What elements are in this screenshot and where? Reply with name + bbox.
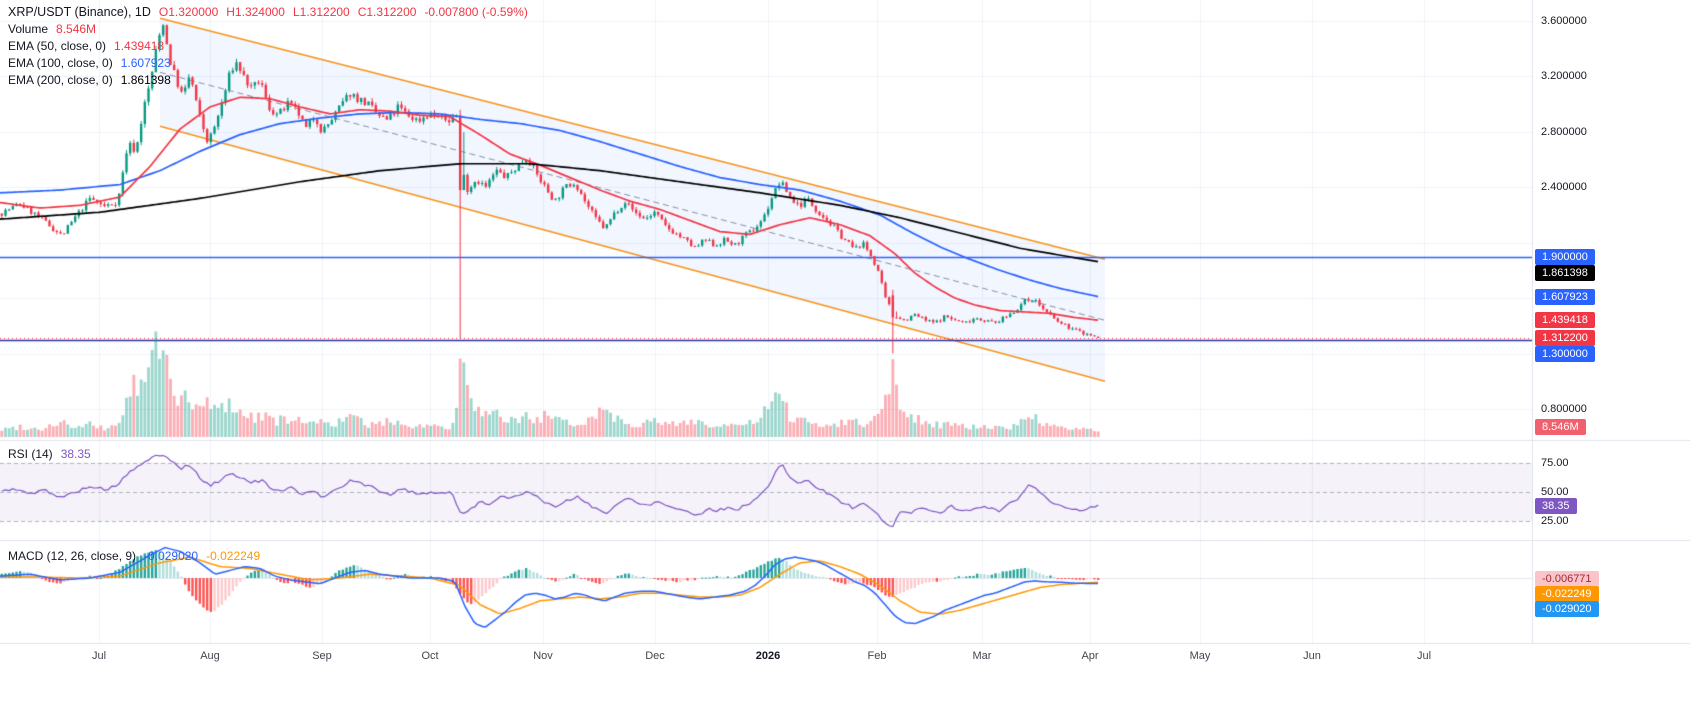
price-badge: 1.900000 bbox=[1535, 248, 1595, 265]
time-label-year: 2026 bbox=[755, 650, 781, 662]
rsi-axis-label: 50.00 bbox=[1541, 486, 1569, 498]
rsi-axis-label: 75.00 bbox=[1541, 456, 1569, 469]
ohlc-change: -0.007800 (-0.59%) bbox=[424, 5, 528, 19]
price-badge: 1.607923 bbox=[1535, 289, 1595, 305]
symbol-title[interactable]: XRP/USDT (Binance), 1D bbox=[8, 5, 151, 19]
rsi-value: 38.35 bbox=[60, 447, 91, 461]
time-label-month: Aug bbox=[200, 650, 220, 662]
rsi-axis-label: 25.00 bbox=[1541, 515, 1569, 528]
main-legend: XRP/USDT (Binance), 1D O1.320000 H1.3240… bbox=[8, 5, 528, 90]
macd-badge: -0.006771 bbox=[1535, 571, 1599, 588]
macd-signal-value: -0.022249 bbox=[206, 549, 261, 563]
ema50-indicator-label[interactable]: EMA (50, close, 0) bbox=[8, 39, 107, 53]
ohlc-low: L1.312200 bbox=[292, 5, 350, 19]
time-label-month: Mar bbox=[972, 650, 992, 662]
time-label-month: May bbox=[1189, 650, 1211, 662]
time-axis[interactable]: Jul Aug Sep Oct Nov Dec 2026 Feb Mar Apr May Jun Jul bbox=[0, 643, 1690, 671]
price-axis-label: 0.800000 bbox=[1541, 402, 1587, 415]
ohlc-high: H1.324000 bbox=[226, 5, 285, 19]
ema200-row: EMA (200, close, 0) 1.861398 bbox=[8, 73, 528, 90]
price-badge: 1.312200 bbox=[1535, 329, 1595, 346]
rsi-legend: RSI (14) 38.35 bbox=[8, 447, 91, 464]
ema200-indicator-label[interactable]: EMA (200, close, 0) bbox=[8, 73, 113, 87]
symbol-ohlc-row: XRP/USDT (Binance), 1D O1.320000 H1.3240… bbox=[8, 5, 528, 22]
rsi-badge: 38.35 bbox=[1535, 497, 1577, 514]
time-label-month: Jun bbox=[1303, 650, 1321, 662]
ema50-row: EMA (50, close, 0) 1.439418 bbox=[8, 39, 528, 56]
time-label-month: Feb bbox=[867, 650, 887, 662]
macd-badge: -0.022249 bbox=[1535, 586, 1599, 603]
volume-value: 8.546M bbox=[56, 22, 97, 36]
ema100-value: 1.607923 bbox=[120, 56, 171, 70]
ema100-indicator-label[interactable]: EMA (100, close, 0) bbox=[8, 56, 113, 70]
macd-legend: MACD (12, 26, close, 9) -0.029020 -0.022… bbox=[8, 549, 260, 566]
volume-row: Volume 8.546M bbox=[8, 22, 528, 39]
ema50-value: 1.439418 bbox=[114, 39, 165, 53]
ema100-row: EMA (100, close, 0) 1.607923 bbox=[8, 56, 528, 73]
price-badge: 1.439418 bbox=[1535, 312, 1595, 329]
time-label-month: Oct bbox=[421, 650, 439, 662]
volume-badge: 8.546M bbox=[1535, 419, 1586, 435]
price-axis-label: 2.800000 bbox=[1541, 125, 1587, 138]
ohlc-open: O1.320000 bbox=[158, 5, 219, 19]
price-axis-label: 3.600000 bbox=[1541, 15, 1587, 28]
price-axis-label: 3.200000 bbox=[1541, 70, 1587, 83]
ohlc-close: C1.312200 bbox=[357, 5, 417, 19]
time-label-month: Apr bbox=[1081, 650, 1099, 662]
time-label-month: Dec bbox=[645, 650, 665, 662]
time-label-month: Jul bbox=[1416, 650, 1432, 662]
time-label-month: Jul bbox=[91, 650, 107, 662]
rsi-indicator-label[interactable]: RSI (14) bbox=[8, 447, 53, 461]
time-label-month: Nov bbox=[533, 650, 553, 662]
price-axis[interactable]: 3.600000 3.200000 2.800000 2.400000 0.800000… bbox=[1533, 0, 1690, 712]
macd-value: -0.029020 bbox=[144, 549, 199, 563]
macd-badge: -0.029020 bbox=[1535, 601, 1599, 618]
volume-indicator-label[interactable]: Volume bbox=[8, 22, 49, 36]
ema200-value: 1.861398 bbox=[120, 73, 171, 87]
price-axis-label: 2.400000 bbox=[1541, 181, 1587, 194]
macd-indicator-label[interactable]: MACD (12, 26, close, 9) bbox=[8, 549, 137, 563]
price-badge: 1.300000 bbox=[1535, 345, 1595, 362]
time-label-month: Sep bbox=[312, 650, 332, 662]
price-badge: 1.861398 bbox=[1535, 264, 1595, 281]
